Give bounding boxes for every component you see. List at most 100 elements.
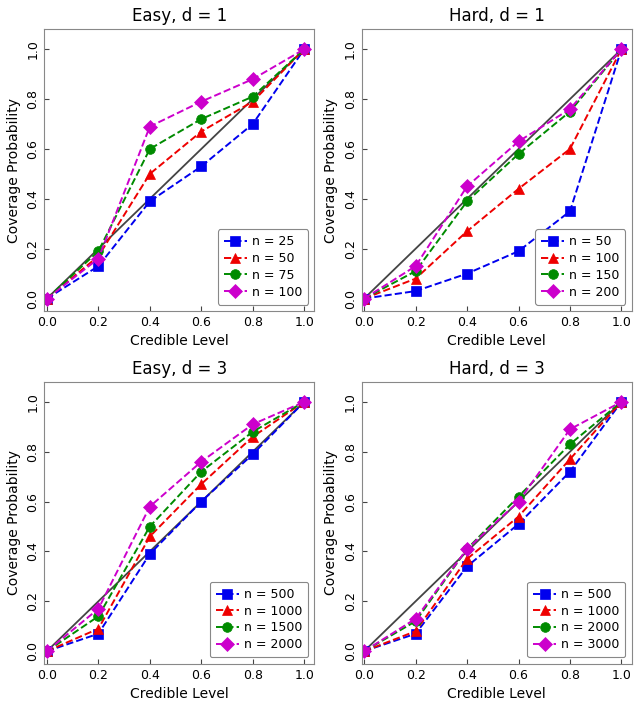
n = 50 — [412, 287, 419, 295]
n = 2000 — [146, 502, 154, 510]
Title: Easy, d = 1: Easy, d = 1 — [132, 7, 227, 25]
n = 25 — [249, 120, 257, 128]
Y-axis label: Coverage Probability: Coverage Probability — [324, 450, 338, 595]
Line: n = 500: n = 500 — [359, 397, 627, 656]
n = 25 — [95, 262, 102, 270]
n = 500 — [146, 549, 154, 558]
Line: n = 100: n = 100 — [42, 45, 309, 304]
Line: n = 50: n = 50 — [42, 45, 309, 304]
n = 150 — [618, 45, 625, 54]
X-axis label: Credible Level: Credible Level — [130, 687, 228, 701]
n = 500 — [249, 450, 257, 459]
n = 500 — [515, 520, 522, 528]
n = 50 — [146, 170, 154, 178]
n = 2000 — [43, 647, 51, 656]
n = 50 — [198, 127, 205, 136]
X-axis label: Credible Level: Credible Level — [447, 687, 546, 701]
n = 2000 — [300, 398, 308, 406]
n = 1500 — [95, 612, 102, 620]
n = 500 — [360, 647, 368, 656]
Line: n = 75: n = 75 — [42, 45, 309, 304]
n = 500 — [463, 562, 471, 571]
n = 2000 — [198, 457, 205, 466]
n = 200 — [515, 137, 522, 146]
n = 500 — [95, 629, 102, 638]
Line: n = 1500: n = 1500 — [42, 397, 309, 656]
n = 50 — [43, 295, 51, 303]
n = 2000 — [249, 420, 257, 428]
n = 100 — [146, 122, 154, 131]
n = 1500 — [198, 467, 205, 476]
n = 25 — [43, 295, 51, 303]
n = 25 — [198, 162, 205, 171]
n = 2000 — [618, 398, 625, 406]
Legend: n = 50, n = 100, n = 150, n = 200: n = 50, n = 100, n = 150, n = 200 — [535, 229, 625, 304]
n = 50 — [618, 45, 625, 54]
Line: n = 100: n = 100 — [359, 45, 627, 304]
n = 500 — [618, 398, 625, 406]
n = 1000 — [198, 480, 205, 489]
n = 100 — [412, 275, 419, 283]
n = 1000 — [412, 627, 419, 636]
Title: Hard, d = 3: Hard, d = 3 — [449, 360, 545, 377]
Line: n = 1000: n = 1000 — [42, 397, 309, 656]
Legend: n = 500, n = 1000, n = 1500, n = 2000: n = 500, n = 1000, n = 1500, n = 2000 — [210, 582, 308, 658]
n = 1000 — [249, 433, 257, 441]
Title: Hard, d = 1: Hard, d = 1 — [449, 7, 545, 25]
n = 100 — [360, 295, 368, 303]
Line: n = 50: n = 50 — [359, 45, 627, 304]
n = 3000 — [566, 425, 574, 433]
Line: n = 3000: n = 3000 — [359, 397, 627, 656]
Y-axis label: Coverage Probability: Coverage Probability — [7, 450, 21, 595]
Line: n = 2000: n = 2000 — [42, 397, 309, 656]
n = 1000 — [515, 513, 522, 521]
n = 25 — [300, 45, 308, 54]
n = 100 — [198, 97, 205, 105]
n = 25 — [146, 197, 154, 205]
n = 50 — [360, 295, 368, 303]
Line: n = 200: n = 200 — [359, 45, 627, 304]
n = 2000 — [566, 440, 574, 448]
Legend: n = 25, n = 50, n = 75, n = 100: n = 25, n = 50, n = 75, n = 100 — [218, 229, 308, 304]
n = 1500 — [249, 428, 257, 436]
n = 75 — [43, 295, 51, 303]
n = 150 — [566, 108, 574, 116]
n = 100 — [515, 185, 522, 193]
n = 200 — [463, 182, 471, 190]
n = 100 — [249, 75, 257, 84]
Y-axis label: Coverage Probability: Coverage Probability — [324, 98, 338, 243]
n = 100 — [566, 144, 574, 153]
Line: n = 150: n = 150 — [359, 45, 627, 304]
n = 1000 — [146, 532, 154, 541]
n = 150 — [463, 197, 471, 205]
n = 75 — [249, 92, 257, 101]
n = 500 — [300, 398, 308, 406]
n = 1000 — [566, 455, 574, 464]
Y-axis label: Coverage Probability: Coverage Probability — [7, 98, 21, 243]
n = 1500 — [146, 523, 154, 531]
X-axis label: Credible Level: Credible Level — [130, 334, 228, 348]
n = 100 — [463, 227, 471, 236]
n = 150 — [412, 267, 419, 275]
n = 2000 — [360, 647, 368, 656]
n = 3000 — [618, 398, 625, 406]
n = 50 — [566, 207, 574, 215]
n = 100 — [95, 254, 102, 263]
n = 75 — [198, 115, 205, 123]
n = 1000 — [43, 647, 51, 656]
n = 1000 — [95, 624, 102, 633]
n = 2000 — [463, 544, 471, 553]
n = 500 — [566, 467, 574, 476]
n = 100 — [300, 45, 308, 54]
Legend: n = 500, n = 1000, n = 2000, n = 3000: n = 500, n = 1000, n = 2000, n = 3000 — [527, 582, 625, 658]
n = 3000 — [360, 647, 368, 656]
Line: n = 500: n = 500 — [42, 397, 309, 656]
n = 3000 — [515, 497, 522, 506]
n = 500 — [198, 497, 205, 506]
n = 50 — [249, 97, 257, 105]
n = 75 — [146, 144, 154, 153]
n = 75 — [95, 247, 102, 256]
n = 500 — [412, 629, 419, 638]
n = 1000 — [300, 398, 308, 406]
n = 1000 — [463, 554, 471, 563]
